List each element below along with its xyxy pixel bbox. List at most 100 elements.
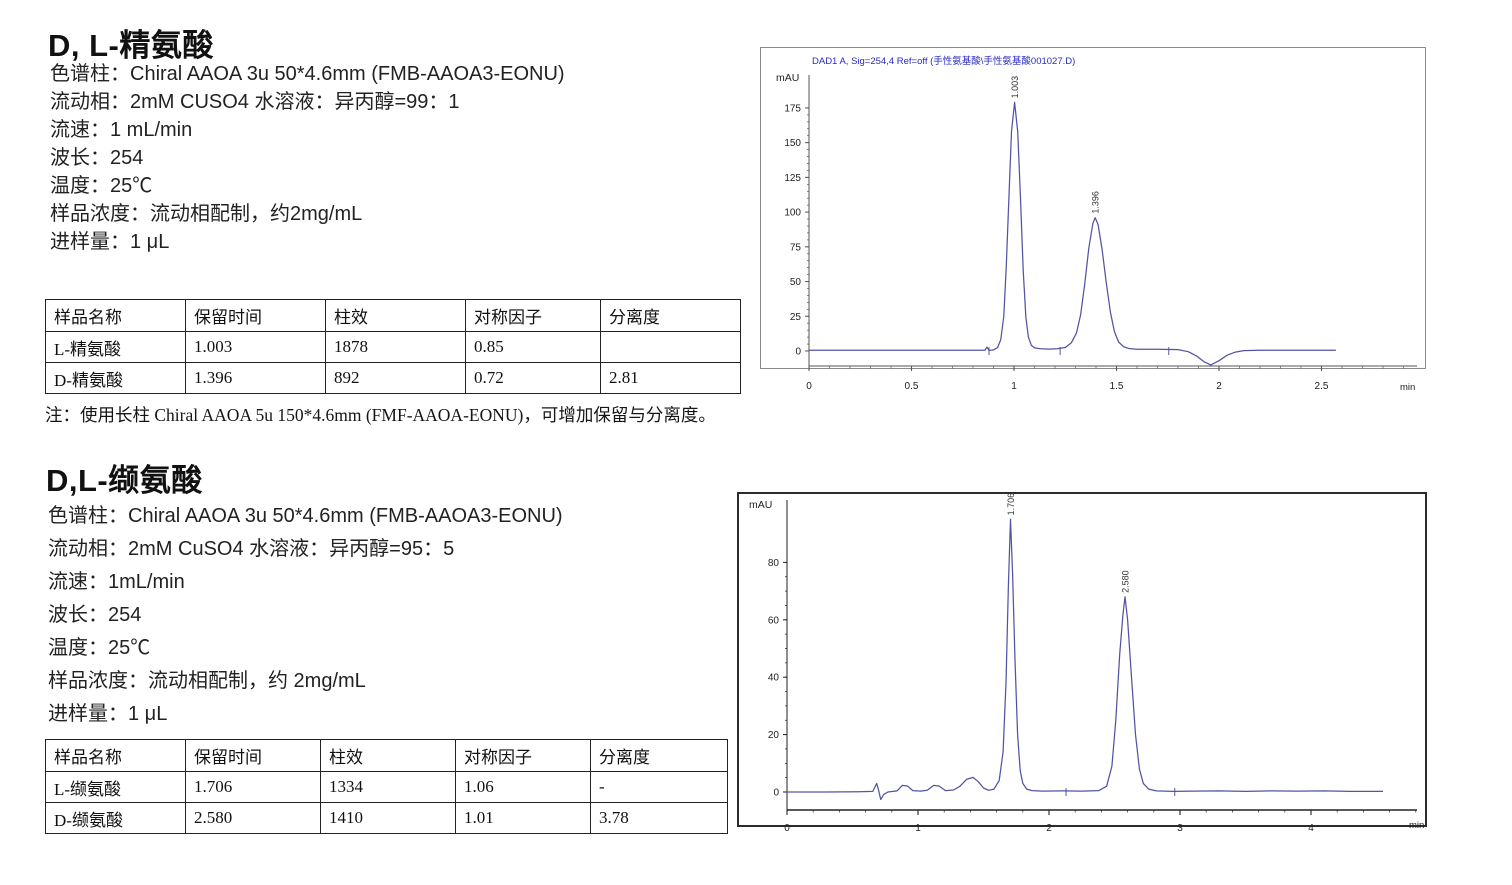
col-header-symmetry: 对称因子	[465, 299, 601, 332]
x-axis-unit-label: min	[1409, 820, 1424, 831]
svg-text:175: 175	[784, 103, 801, 114]
col-header-resolution: 分离度	[590, 739, 728, 772]
param-sample-conc: 样品浓度：流动相配制，约2mg/mL	[50, 203, 363, 225]
param-wavelength: 波长：254	[48, 604, 142, 626]
col-header-resolution: 分离度	[600, 299, 741, 332]
cell-sample-name: L-精氨酸	[45, 331, 186, 363]
chromatogram-valine: mAU 0 20 40 60 80 0 1 2 3 4 min 1.706 2.580	[737, 492, 1428, 845]
svg-text:0: 0	[795, 347, 801, 358]
cell-plates: 892	[325, 362, 466, 394]
chromatogram-trace	[787, 518, 1383, 801]
cell-symmetry: 0.85	[465, 331, 601, 363]
peak-retention-label: 1.706	[1006, 493, 1016, 516]
cell-resolution: -	[590, 771, 728, 803]
svg-text:75: 75	[790, 242, 802, 253]
cell-retention: 1.706	[185, 771, 321, 803]
peak-retention-label: 1.003	[1010, 76, 1020, 99]
section-arginine-params: 色谱柱：Chiral AAOA 3u 50*4.6mm (FMB-AAOA3-E…	[50, 60, 565, 256]
y-axis-unit-label: mAU	[776, 72, 799, 84]
table-row: L-精氨酸 1.003 1878 0.85	[45, 331, 741, 363]
col-header-retention: 保留时间	[185, 299, 326, 332]
x-ticks: 0 0.5 1 1.5 2 2.5	[806, 366, 1404, 392]
section-valine-params: 色谱柱：Chiral AAOA 3u 50*4.6mm (FMB-AAOA3-E…	[48, 500, 563, 731]
cell-plates: 1334	[320, 771, 456, 803]
cell-plates: 1878	[325, 331, 466, 363]
svg-text:2: 2	[1216, 381, 1222, 392]
col-header-plates: 柱效	[325, 299, 466, 332]
svg-text:0: 0	[784, 823, 790, 834]
arginine-results-table: 样品名称 保留时间 柱效 对称因子 分离度 L-精氨酸 1.003 1878 0…	[45, 299, 741, 394]
param-column: 色谱柱：Chiral AAOA 3u 50*4.6mm (FMB-AAOA3-E…	[50, 63, 565, 85]
section-valine-title: D,L-缬氨酸	[46, 463, 203, 498]
y-ticks: 0 25 50 75 100 125 150 175	[784, 103, 809, 358]
cell-resolution: 2.81	[600, 362, 741, 394]
table-row: L-缬氨酸 1.706 1334 1.06 -	[45, 771, 728, 803]
col-header-sample: 样品名称	[45, 739, 186, 772]
cell-symmetry: 0.72	[465, 362, 601, 394]
y-ticks: 0 20 40 60 80	[768, 558, 787, 799]
svg-text:0: 0	[773, 788, 779, 799]
chromatogram-arginine-plot: DAD1 A, Sig=254,4 Ref=off (手性氨基酸\手性氨基酸00…	[760, 47, 1426, 393]
svg-text:2.5: 2.5	[1315, 381, 1329, 392]
x-ticks: 0 1 2 3 4	[784, 810, 1417, 834]
cell-sample-name: L-缬氨酸	[45, 771, 186, 803]
col-header-plates: 柱效	[320, 739, 456, 772]
chromatogram-valine-plot: mAU 0 20 40 60 80 0 1 2 3 4 min 1.706 2.580	[737, 492, 1427, 834]
col-header-sample: 样品名称	[45, 299, 186, 332]
cell-symmetry: 1.06	[455, 771, 591, 803]
svg-text:80: 80	[768, 558, 780, 569]
svg-text:125: 125	[784, 173, 801, 184]
chromatogram-arginine: DAD1 A, Sig=254,4 Ref=off (手性氨基酸\手性氨基酸00…	[760, 47, 1427, 402]
svg-text:3: 3	[1177, 823, 1183, 834]
param-mobile-phase: 流动相：2mM CUSO4 水溶液：异丙醇=99：1	[50, 91, 460, 113]
col-header-symmetry: 对称因子	[455, 739, 591, 772]
svg-text:100: 100	[784, 208, 801, 219]
param-column: 色谱柱：Chiral AAOA 3u 50*4.6mm (FMB-AAOA3-E…	[48, 505, 563, 527]
cell-retention: 1.003	[185, 331, 326, 363]
svg-text:50: 50	[790, 277, 802, 288]
svg-text:20: 20	[768, 730, 780, 741]
table-header-row: 样品名称 保留时间 柱效 对称因子 分离度	[45, 299, 741, 332]
param-injection-volume: 进样量：1 μL	[50, 231, 170, 253]
svg-text:60: 60	[768, 615, 780, 626]
svg-text:4: 4	[1308, 823, 1314, 834]
table-row: D-缬氨酸 2.580 1410 1.01 3.78	[45, 802, 728, 834]
param-temperature: 温度：25℃	[50, 175, 153, 197]
peak-retention-label: 1.396	[1091, 191, 1101, 214]
plot-border	[737, 492, 1427, 827]
footnote: 注：使用长柱 Chiral AAOA 5u 150*4.6mm (FMF-AAO…	[45, 405, 716, 425]
chromatogram-trace	[809, 101, 1336, 366]
cell-plates: 1410	[320, 802, 456, 834]
section-arginine-title: D, L-精氨酸	[48, 28, 214, 63]
table-header-row: 样品名称 保留时间 柱效 对称因子 分离度	[45, 739, 728, 772]
cell-resolution: 3.78	[590, 802, 728, 834]
svg-text:2: 2	[1046, 823, 1052, 834]
y-axis-unit-label: mAU	[749, 499, 772, 511]
param-flow-rate: 流速：1mL/min	[48, 571, 185, 593]
svg-text:40: 40	[768, 673, 780, 684]
x-axis-unit-label: min	[1400, 382, 1415, 393]
plot-title: DAD1 A, Sig=254,4 Ref=off (手性氨基酸\手性氨基酸00…	[812, 55, 1075, 67]
svg-text:150: 150	[784, 138, 801, 149]
table-row: D-精氨酸 1.396 892 0.72 2.81	[45, 362, 741, 394]
param-injection-volume: 进样量：1 μL	[48, 703, 168, 725]
cell-sample-name: D-精氨酸	[45, 362, 186, 394]
svg-text:1.5: 1.5	[1110, 381, 1124, 392]
cell-retention: 2.580	[185, 802, 321, 834]
svg-text:25: 25	[790, 312, 802, 323]
param-mobile-phase: 流动相：2mM CuSO4 水溶液：异丙醇=95：5	[48, 538, 455, 560]
plot-border	[760, 47, 1426, 369]
svg-text:0: 0	[806, 381, 812, 392]
param-temperature: 温度：25℃	[48, 637, 151, 659]
svg-text:1: 1	[1011, 381, 1017, 392]
param-sample-conc: 样品浓度：流动相配制，约 2mg/mL	[48, 670, 366, 692]
cell-sample-name: D-缬氨酸	[45, 802, 186, 834]
cell-symmetry: 1.01	[455, 802, 591, 834]
svg-text:0.5: 0.5	[905, 381, 919, 392]
param-wavelength: 波长：254	[50, 147, 144, 169]
cell-retention: 1.396	[185, 362, 326, 394]
peak-retention-label: 2.580	[1120, 570, 1130, 593]
col-header-retention: 保留时间	[185, 739, 321, 772]
param-flow-rate: 流速：1 mL/min	[50, 119, 193, 141]
valine-results-table: 样品名称 保留时间 柱效 对称因子 分离度 L-缬氨酸 1.706 1334 1…	[45, 739, 728, 834]
